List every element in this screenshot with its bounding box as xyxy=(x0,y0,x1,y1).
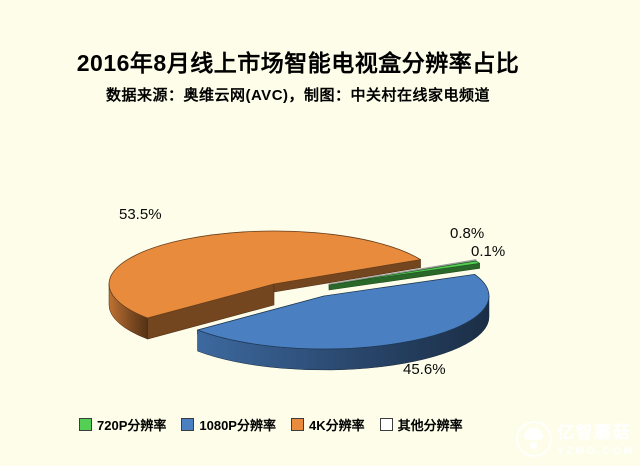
pie-slice-2-top xyxy=(108,230,421,319)
pie-slice-3-top xyxy=(328,259,477,285)
legend-label-1080p: 1080P分辨率 xyxy=(199,418,276,433)
slice-label-4k: 53.5% xyxy=(119,206,162,223)
legend-label-other: 其他分辨率 xyxy=(397,418,463,433)
legend-item-1080p: 1080P分辨率 xyxy=(181,415,276,434)
legend-swatch-other xyxy=(379,418,393,431)
legend-swatch-1080p xyxy=(181,418,195,431)
legend: 720P分辨率 1080P分辨率 4K分辨率 其他分辨率 xyxy=(79,415,463,434)
legend-item-4k: 4K分辨率 xyxy=(290,415,365,434)
legend-item-720p: 720P分辨率 xyxy=(79,415,166,434)
pie-slice-2 xyxy=(108,230,421,340)
legend-item-other: 其他分辨率 xyxy=(379,415,463,434)
legend-swatch-720p xyxy=(79,418,92,431)
pie-slice-0-top xyxy=(328,260,480,286)
slice-label-1080p: 45.6% xyxy=(403,361,446,378)
legend-label-4k: 4K分辨率 xyxy=(308,418,365,433)
pie-slice-0 xyxy=(328,260,480,291)
chart-title: 2016年8月线上市场智能电视盒分辨率占比 xyxy=(76,50,520,76)
legend-swatch-4k xyxy=(290,418,304,431)
slice-label-other: 0.1% xyxy=(471,243,506,260)
pie-slice-1 xyxy=(197,273,490,371)
legend-label-720p: 720P分辨率 xyxy=(97,418,167,433)
chart-header: 2016年8月线上市场智能电视盒分辨率占比 数据来源：奥维云网(AVC)，制图：… xyxy=(0,0,596,105)
slice-label-720p: 0.8% xyxy=(450,225,485,242)
chart-subtitle: 数据来源：奥维云网(AVC)，制图：中关村在线家电频道 xyxy=(105,87,491,104)
pie-slice-1-top xyxy=(197,273,490,350)
